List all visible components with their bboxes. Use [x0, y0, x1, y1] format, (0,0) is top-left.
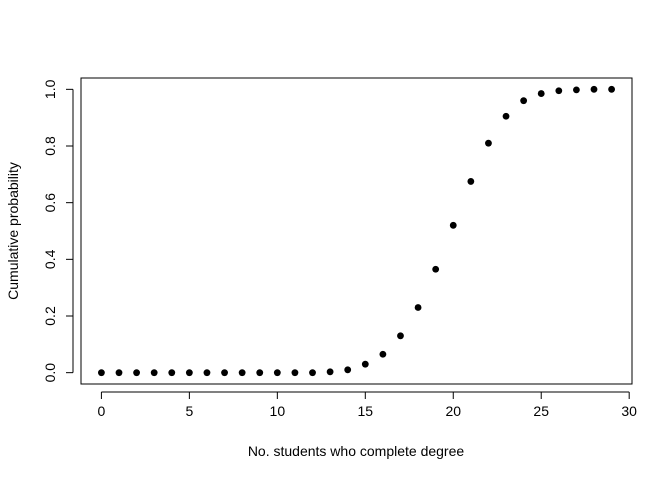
plot-frame — [80, 77, 633, 385]
data-point — [273, 369, 281, 377]
data-point — [361, 360, 369, 368]
data-point — [221, 369, 228, 377]
x-tick-label: 25 — [533, 403, 549, 419]
data-point — [397, 332, 404, 340]
data-point — [309, 369, 316, 377]
data-point — [555, 87, 563, 95]
x-axis-title: No. students who complete degree — [248, 443, 465, 459]
x-axis: 0 5 10 15 20 25 30 — [98, 391, 637, 419]
x-tick-label: 30 — [621, 403, 637, 419]
data-point — [608, 85, 615, 93]
data-point — [573, 86, 580, 94]
x-tick-label: 10 — [270, 403, 286, 419]
x-tick-label: 5 — [185, 403, 193, 419]
data-point — [238, 369, 246, 377]
data-point — [537, 90, 545, 97]
data-point — [326, 368, 334, 376]
data-point — [291, 369, 299, 377]
x-tick-label: 20 — [445, 403, 461, 419]
y-tick-label: 0.8 — [42, 136, 58, 156]
data-point — [502, 112, 510, 120]
data-point — [520, 97, 528, 105]
data-point — [449, 221, 457, 229]
data-point — [256, 369, 264, 377]
data-point — [344, 366, 352, 374]
data-point — [168, 369, 176, 377]
y-axis: 0.0 0.2 0.4 0.6 0.8 1.0 — [42, 79, 74, 383]
data-point — [467, 178, 475, 185]
x-tick-label: 15 — [358, 403, 374, 419]
data-point — [379, 350, 387, 358]
data-point — [115, 369, 123, 377]
y-tick-label: 1.0 — [42, 79, 58, 99]
data-point — [203, 369, 211, 377]
y-tick-label: 0.4 — [42, 249, 58, 269]
data-point — [485, 139, 492, 147]
y-tick-label: 0.0 — [42, 363, 58, 383]
y-axis-title: Cumulative probability — [5, 162, 21, 300]
data-point — [414, 304, 422, 311]
data-point — [185, 369, 193, 377]
data-point — [590, 85, 598, 93]
data-point — [432, 265, 440, 273]
data-point — [150, 369, 158, 377]
y-tick-label: 0.2 — [42, 306, 58, 326]
x-tick-label: 0 — [98, 403, 106, 419]
data-point — [98, 369, 105, 377]
y-tick-label: 0.6 — [42, 193, 58, 213]
data-points — [98, 85, 615, 377]
data-point — [133, 369, 140, 377]
